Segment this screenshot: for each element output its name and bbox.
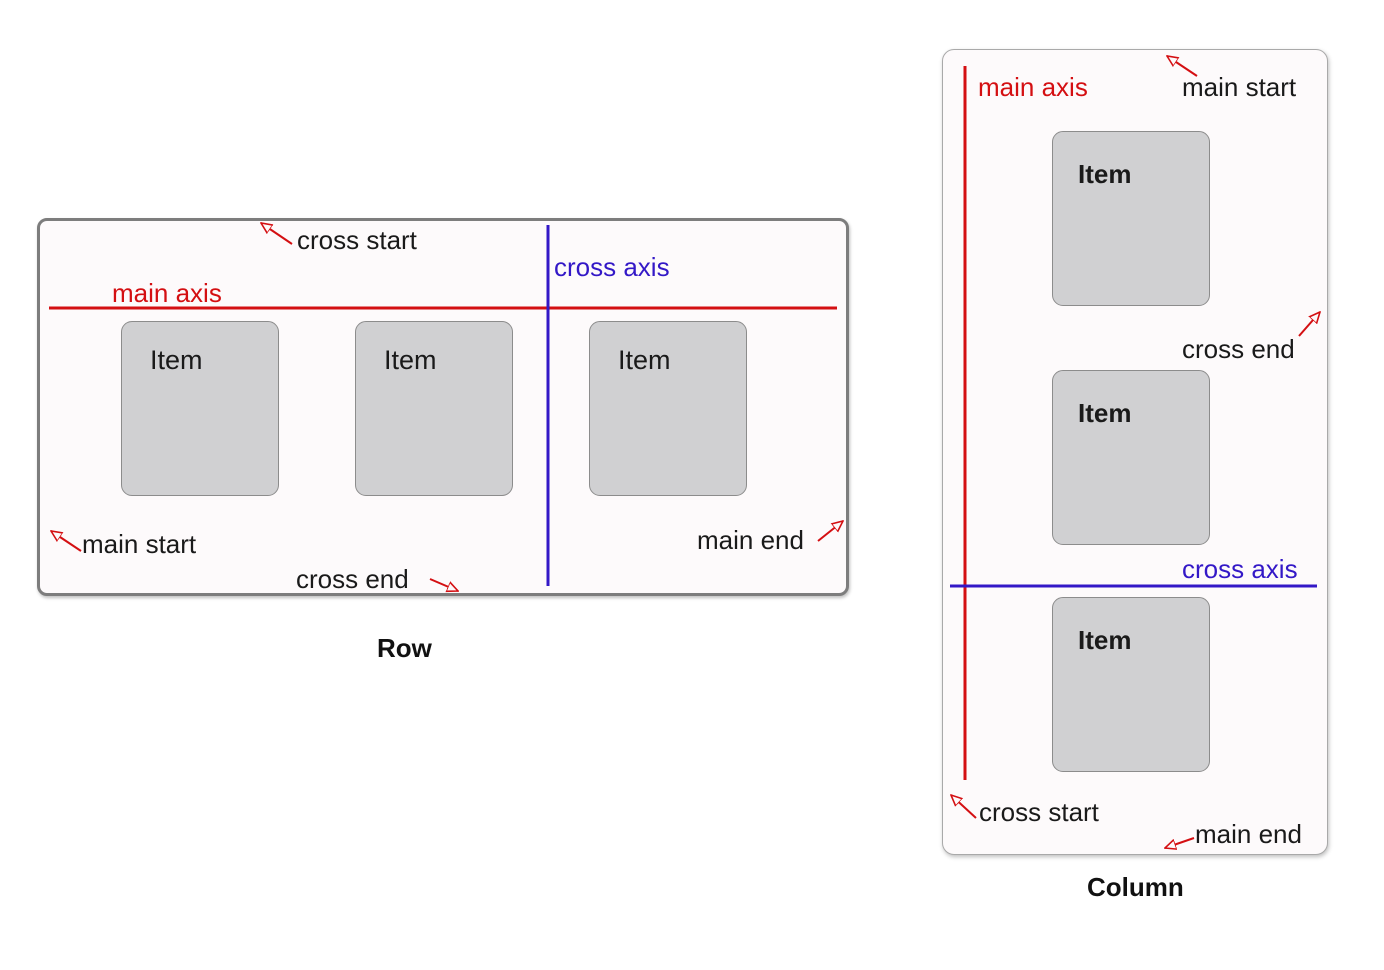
row-cross-start-label: cross start	[297, 225, 417, 255]
column-item-1: Item	[1052, 131, 1210, 306]
row-item-3: Item	[589, 321, 747, 496]
column-main-start-label: main start	[1182, 72, 1297, 102]
column-main-axis-label: main axis	[978, 72, 1088, 102]
row-item-2: Item	[355, 321, 513, 496]
row-item-1: Item	[121, 321, 279, 496]
row-caption: Row	[377, 633, 432, 663]
column-item-label: Item	[1078, 625, 1132, 655]
column-item-2: Item	[1052, 370, 1210, 545]
row-cross-start-arrow-icon	[261, 223, 293, 245]
row-cross-end-label: cross end	[296, 564, 409, 594]
column-item-3: Item	[1052, 597, 1210, 772]
column-caption: Column	[1087, 872, 1184, 902]
column-cross-start-arrow-icon	[951, 795, 977, 819]
column-item-label: Item	[1078, 398, 1132, 428]
column-main-end-label: main end	[1195, 819, 1302, 849]
row-cross-end-arrow-icon	[429, 578, 458, 591]
column-cross-start-label: cross start	[979, 797, 1099, 827]
column-cross-axis-label: cross axis	[1182, 554, 1298, 584]
row-main-end-label: main end	[697, 525, 804, 555]
column-main-start-arrow-icon	[1167, 56, 1198, 77]
column-cross-end-arrow-icon	[1298, 312, 1320, 337]
row-main-axis-label: main axis	[112, 278, 222, 308]
row-item-label: Item	[618, 345, 671, 375]
row-main-start-arrow-icon	[51, 531, 82, 552]
row-main-start-label: main start	[82, 529, 197, 559]
column-item-label: Item	[1078, 159, 1132, 189]
row-item-label: Item	[150, 345, 203, 375]
row-item-label: Item	[384, 345, 437, 375]
column-main-end-arrow-icon	[1165, 837, 1195, 848]
row-cross-axis-label: cross axis	[554, 252, 670, 282]
row-main-end-arrow-icon	[817, 521, 843, 542]
column-cross-end-label: cross end	[1182, 334, 1295, 364]
